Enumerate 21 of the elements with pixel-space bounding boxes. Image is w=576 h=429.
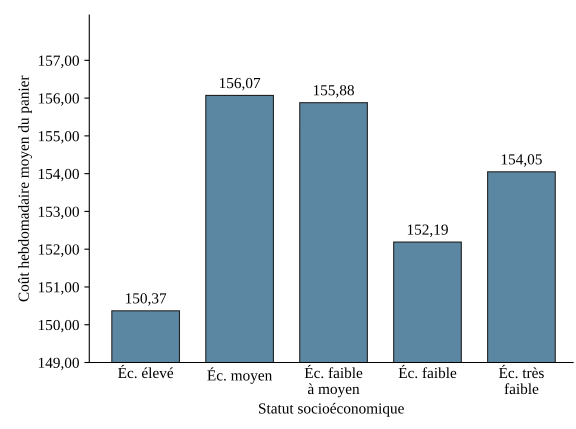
- x-tick-label: Éc. faible à moyen: [304, 364, 362, 398]
- y-tick-label: 153,00: [38, 206, 79, 220]
- y-tick-label: 151,00: [38, 282, 79, 295]
- x-tick-label: Éc. élevé: [118, 364, 174, 378]
- y-tick-label: 152,00: [38, 244, 79, 257]
- data-label: 152,19: [408, 224, 448, 237]
- data-label: 156,07: [220, 78, 260, 90]
- x-tick-label: Éc. très faible: [498, 364, 544, 394]
- y-axis-title: Coût hebdomadaire moyen du panier: [18, 76, 32, 302]
- y-tick-label: 155,00: [38, 131, 79, 144]
- x-axis-title: Statut socioéconomique: [259, 402, 404, 417]
- x-tick-label: Éc. moyen: [207, 367, 272, 384]
- y-tick-label: 157,00: [38, 55, 79, 68]
- data-label: 150,37: [126, 293, 166, 306]
- y-tick-label: 150,00: [38, 320, 79, 332]
- y-tick-label: 154,00: [38, 168, 79, 182]
- data-label: 154,05: [502, 154, 542, 167]
- x-tick-label: Éc. faible: [398, 364, 456, 378]
- data-label: 155,88: [314, 85, 354, 98]
- y-tick-label: 156,00: [38, 93, 79, 106]
- y-tick-label: 149,00: [38, 358, 79, 370]
